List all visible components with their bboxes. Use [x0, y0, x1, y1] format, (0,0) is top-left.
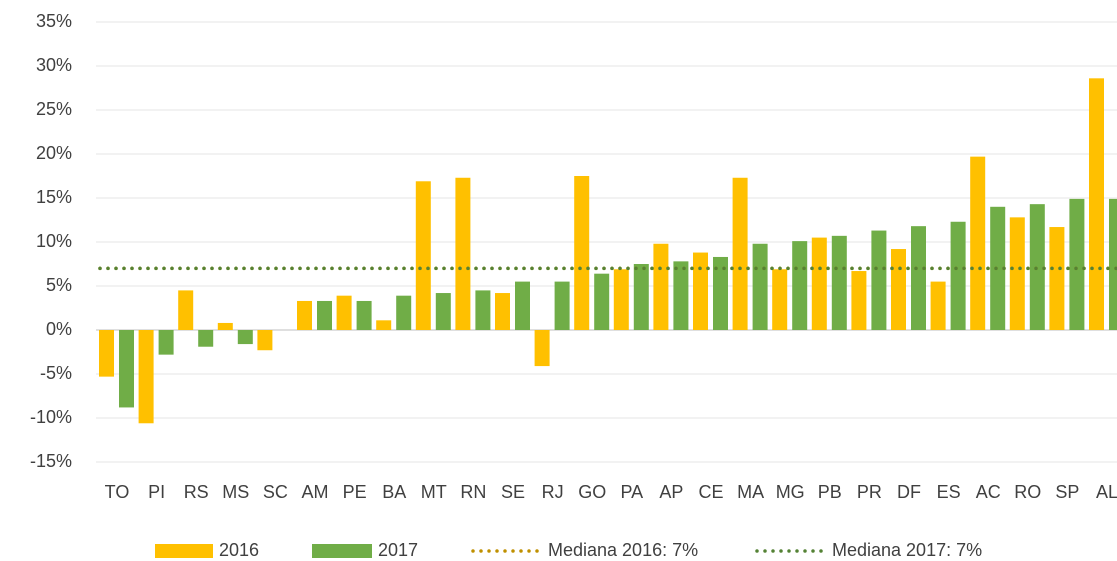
x-tick-label: TO	[105, 482, 130, 502]
bar	[554, 281, 570, 330]
x-tick-label: MT	[421, 482, 447, 502]
legend-label: Mediana 2017: 7%	[832, 540, 982, 560]
x-tick-label: RN	[460, 482, 486, 502]
bar	[871, 230, 887, 330]
bar	[534, 330, 550, 367]
x-tick-label: PE	[343, 482, 367, 502]
bar	[1109, 198, 1117, 330]
y-tick-label: 0%	[46, 319, 72, 339]
bar	[138, 330, 154, 424]
y-tick-label: 35%	[36, 11, 72, 31]
bar	[693, 252, 708, 330]
legend-swatch	[155, 544, 213, 558]
bar	[970, 156, 986, 330]
bar	[336, 295, 352, 330]
bar	[633, 264, 649, 330]
x-tick-label: SE	[501, 482, 525, 502]
bar	[673, 261, 689, 330]
x-tick-label: PA	[620, 482, 643, 502]
x-tick-label: CE	[698, 482, 723, 502]
bar	[515, 281, 530, 330]
bar	[495, 293, 510, 330]
bar	[574, 176, 590, 330]
x-tick-label: PI	[148, 482, 165, 502]
bar	[613, 269, 629, 330]
bar	[792, 241, 808, 330]
x-tick-label: BA	[382, 482, 406, 502]
x-tick-label: DF	[897, 482, 921, 502]
bar	[119, 330, 134, 408]
x-tick-label: MS	[222, 482, 249, 502]
x-tick-label: MA	[737, 482, 764, 502]
bar	[950, 221, 966, 330]
y-tick-label: 10%	[36, 231, 72, 251]
bar	[356, 300, 372, 330]
x-tick-label: PR	[857, 482, 882, 502]
bar	[99, 330, 114, 377]
y-tick-label: -15%	[30, 451, 72, 471]
x-tick-label: SP	[1055, 482, 1079, 502]
y-tick-label: 15%	[36, 187, 72, 207]
bar	[732, 177, 748, 330]
bar	[752, 243, 768, 330]
x-tick-label: RO	[1014, 482, 1041, 502]
bar	[772, 269, 788, 330]
bar	[891, 249, 906, 330]
bar	[831, 235, 847, 330]
bar	[297, 300, 312, 330]
y-tick-label: 5%	[46, 275, 72, 295]
bar	[1049, 227, 1065, 330]
bar	[455, 177, 471, 330]
bar	[653, 243, 669, 330]
x-tick-label: AC	[976, 482, 1001, 502]
bar	[237, 330, 253, 345]
bar	[376, 320, 392, 330]
legend-label: 2016	[219, 540, 259, 560]
bar	[396, 295, 412, 330]
y-tick-label: -5%	[40, 363, 72, 383]
bar	[1069, 198, 1085, 330]
bar	[178, 290, 194, 330]
x-tick-label: SC	[263, 482, 288, 502]
x-tick-label: PB	[818, 482, 842, 502]
bar	[713, 256, 728, 330]
bar	[911, 226, 926, 330]
y-tick-label: 20%	[36, 143, 72, 163]
bar	[1089, 78, 1104, 330]
bar	[594, 273, 610, 330]
bar	[851, 271, 867, 330]
legend-swatch	[312, 544, 372, 558]
bar	[317, 300, 332, 330]
bar	[257, 330, 273, 351]
x-tick-label: ES	[937, 482, 961, 502]
y-tick-label: -10%	[30, 407, 72, 427]
x-tick-label: AM	[302, 482, 329, 502]
legend-label: Mediana 2016: 7%	[548, 540, 698, 560]
bar	[415, 181, 431, 330]
x-tick-label: RJ	[542, 482, 564, 502]
bar	[1029, 204, 1045, 330]
bar	[158, 330, 174, 355]
bar	[1009, 217, 1025, 330]
bar	[930, 281, 946, 330]
bar	[435, 293, 451, 330]
legend-label: 2017	[378, 540, 418, 560]
x-tick-label: MG	[776, 482, 805, 502]
x-tick-label: RS	[184, 482, 209, 502]
bar	[811, 237, 827, 330]
bar	[198, 330, 214, 347]
y-tick-label: 25%	[36, 99, 72, 119]
x-tick-label: AL	[1096, 482, 1117, 502]
x-tick-label: GO	[578, 482, 606, 502]
y-tick-label: 30%	[36, 55, 72, 75]
bar	[217, 322, 233, 330]
x-tick-label: AP	[659, 482, 683, 502]
bar	[475, 290, 491, 330]
